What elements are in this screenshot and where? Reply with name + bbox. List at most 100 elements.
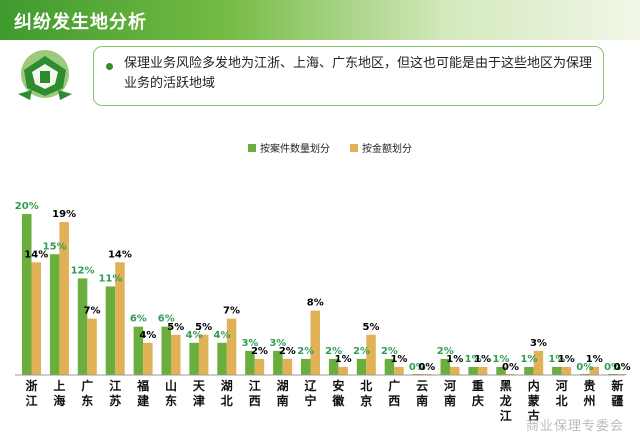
category-label: 北 [221, 393, 233, 408]
category-label: 龙 [500, 393, 512, 408]
category-label: 北 [360, 378, 372, 393]
data-label-series-1: 20% [15, 201, 39, 212]
category-label: 广 [388, 378, 400, 393]
data-label-series-1: 11% [98, 273, 122, 284]
category-label: 宁 [304, 393, 316, 408]
category-label: 黑 [500, 379, 512, 393]
data-label-series-1: 2% [437, 346, 454, 357]
data-label-series-1: 2% [353, 346, 370, 357]
data-label-series-2: 2% [251, 346, 268, 357]
category-label: 南 [444, 393, 456, 408]
data-label-series-2: 1% [586, 354, 603, 365]
bar-series-2 [533, 350, 544, 375]
category-label: 西 [388, 394, 400, 408]
data-label-series-2: 5% [167, 322, 184, 333]
category-label: 西 [249, 394, 261, 408]
category-label: 浙 [25, 378, 37, 393]
bar-series-2 [282, 358, 293, 375]
title-bar: 纠纷发生地分析 [0, 0, 640, 40]
category-label: 贵 [583, 378, 595, 393]
category-label: 河 [443, 378, 456, 393]
data-label-series-1: 6% [158, 314, 175, 325]
category-label: 天 [193, 379, 206, 393]
bar-series-1 [524, 366, 534, 375]
bar-series-2 [394, 366, 404, 375]
data-label-series-2: 1% [446, 354, 463, 365]
bar-series-1 [133, 326, 144, 375]
bar-series-1 [245, 350, 255, 375]
category-label: 蒙 [528, 393, 540, 408]
category-label: 江 [109, 378, 121, 393]
category-label: 广 [81, 378, 93, 393]
bar-series-1 [22, 214, 32, 375]
data-label-series-1: 6% [130, 314, 147, 325]
category-label: 福 [136, 378, 149, 393]
legend-label-series-1: 按案件数量划分 [260, 142, 330, 155]
bar-series-2 [87, 318, 97, 375]
data-label-series-1: 2% [297, 346, 314, 357]
bar-series-2 [338, 366, 348, 375]
category-label: 疆 [611, 394, 623, 408]
data-label-series-1: 2% [325, 346, 342, 357]
data-label-series-1: 15% [43, 241, 67, 252]
bar-series-1 [49, 254, 60, 375]
bar-series-1 [217, 342, 227, 375]
bar-series-1 [552, 366, 562, 375]
data-label-series-1: 12% [71, 265, 95, 276]
bar-series-2 [254, 358, 265, 375]
bar-series-2 [198, 334, 209, 375]
bullet-icon [106, 63, 113, 70]
summary-text: 保理业务风险多发地为江浙、上海、广东地区，但这也可能是由于这些地区为保理业务的活… [124, 56, 593, 91]
bar-series-1 [384, 358, 395, 375]
category-label: 辽 [304, 379, 317, 393]
data-label-series-2: 14% [108, 249, 132, 260]
bar-series-1 [356, 358, 367, 375]
category-label: 新 [611, 378, 623, 393]
bar-series-2 [310, 310, 320, 375]
category-label: 东 [81, 393, 93, 408]
data-label-series-1: 4% [186, 330, 203, 341]
category-label: 河 [555, 378, 568, 393]
category-label: 内 [528, 378, 540, 393]
data-label-series-1: 3% [269, 338, 286, 349]
data-label-series-2: 1% [390, 354, 407, 365]
category-label: 东 [165, 393, 177, 408]
data-label-series-2: 5% [195, 322, 212, 333]
data-label-series-2: 4% [139, 330, 156, 341]
data-label-series-1: 0% [409, 362, 426, 373]
category-label: 州 [582, 394, 595, 408]
category-label: 山 [165, 378, 177, 393]
category-label: 安 [332, 378, 344, 393]
data-label-series-1: 1% [520, 354, 537, 365]
bar-series-1 [189, 342, 199, 375]
watermark: 商业保理专委会 [525, 419, 624, 434]
bar-series-1 [273, 350, 283, 375]
bar-series-2 [143, 342, 153, 375]
data-label-series-1: 2% [381, 346, 398, 357]
logo-icon [18, 50, 72, 100]
category-label: 江 [25, 393, 37, 408]
bar-series-1 [440, 358, 450, 375]
category-label: 湖 [221, 378, 233, 393]
bar-series-2 [450, 366, 460, 375]
data-label-series-2: 1% [474, 354, 491, 365]
bar-series-1 [468, 366, 478, 375]
data-label-series-2: 0% [502, 362, 519, 373]
bar-series-2 [226, 318, 237, 375]
category-label: 建 [136, 393, 150, 408]
bar-series-2 [366, 334, 376, 375]
category-label: 南 [416, 393, 428, 408]
data-label-series-2: 2% [279, 346, 296, 357]
data-label-series-1: 3% [241, 338, 258, 349]
data-label-series-2: 1% [558, 354, 575, 365]
bar-series-2 [31, 262, 41, 375]
category-label: 苏 [109, 393, 121, 408]
category-label: 京 [360, 393, 372, 408]
page-title: 纠纷发生地分析 [14, 12, 147, 33]
category-label: 湖 [277, 378, 289, 393]
data-label-series-2: 7% [223, 306, 240, 317]
data-label-series-2: 3% [530, 338, 547, 349]
data-label-series-2: 0% [614, 362, 631, 373]
data-label-series-1: 0% [576, 362, 593, 373]
bar-series-1 [105, 286, 116, 375]
